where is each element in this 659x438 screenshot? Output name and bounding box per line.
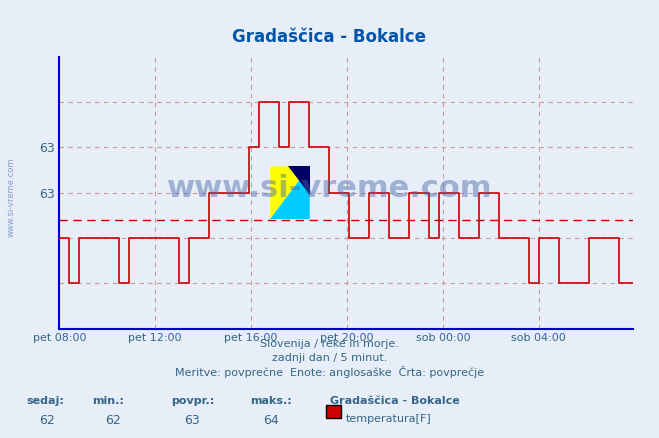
Polygon shape xyxy=(288,166,310,195)
Text: www.si-vreme.com: www.si-vreme.com xyxy=(7,157,16,237)
Polygon shape xyxy=(270,166,310,219)
Text: www.si-vreme.com: www.si-vreme.com xyxy=(167,174,492,203)
Text: Slovenija / reke in morje.: Slovenija / reke in morje. xyxy=(260,339,399,350)
Text: Gradaščica - Bokalce: Gradaščica - Bokalce xyxy=(330,396,459,406)
Text: temperatura[F]: temperatura[F] xyxy=(346,414,432,424)
Text: 62: 62 xyxy=(105,414,121,427)
Text: 63: 63 xyxy=(185,414,200,427)
Text: sedaj:: sedaj: xyxy=(26,396,64,406)
Text: min.:: min.: xyxy=(92,396,124,406)
Text: Gradaščica - Bokalce: Gradaščica - Bokalce xyxy=(233,28,426,46)
Text: povpr.:: povpr.: xyxy=(171,396,215,406)
Text: maks.:: maks.: xyxy=(250,396,292,406)
Text: 62: 62 xyxy=(40,414,55,427)
Text: Meritve: povprečne  Enote: anglosaške  Črta: povprečje: Meritve: povprečne Enote: anglosaške Črt… xyxy=(175,366,484,378)
Polygon shape xyxy=(270,166,310,219)
Text: 64: 64 xyxy=(264,414,279,427)
Text: zadnji dan / 5 minut.: zadnji dan / 5 minut. xyxy=(272,353,387,363)
